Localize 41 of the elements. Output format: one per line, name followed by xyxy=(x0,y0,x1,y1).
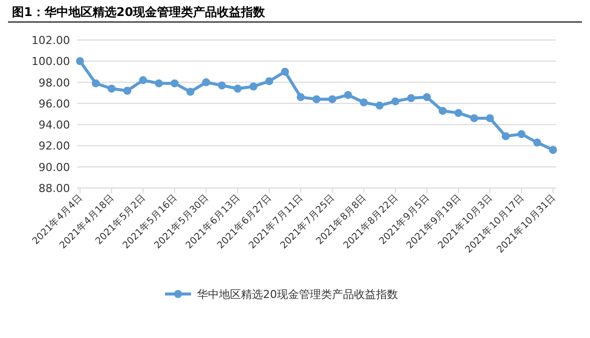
point xyxy=(202,78,210,86)
y-tick-label: 90.00 xyxy=(38,160,70,174)
point xyxy=(139,76,148,84)
point xyxy=(438,106,447,115)
point xyxy=(218,81,226,90)
point xyxy=(454,108,462,117)
point xyxy=(186,88,194,96)
point xyxy=(422,93,431,102)
y-tick-label: 98.00 xyxy=(38,76,70,90)
point xyxy=(234,84,242,93)
point xyxy=(549,146,557,154)
point xyxy=(486,114,494,122)
point xyxy=(407,94,416,102)
point xyxy=(344,90,352,99)
point xyxy=(470,114,478,122)
y-tick-label: 96.00 xyxy=(38,97,70,110)
chart-title: 图1：华中地区精选20现金管理类产品收益指数 xyxy=(12,5,266,19)
y-tick-label: 92.00 xyxy=(38,140,70,153)
point xyxy=(170,79,179,88)
point xyxy=(76,57,84,66)
point xyxy=(376,102,384,110)
point xyxy=(154,79,163,88)
point xyxy=(328,95,336,104)
point xyxy=(517,130,526,138)
point xyxy=(108,84,116,93)
point xyxy=(533,138,542,147)
point xyxy=(296,93,305,102)
y-tick-label: 100.00 xyxy=(32,55,70,68)
legend-label: 华中地区精选20现金管理类产品收益指数 xyxy=(197,288,398,301)
point xyxy=(502,132,510,140)
y-tick-label: 102.00 xyxy=(32,34,70,47)
point xyxy=(92,79,100,88)
point xyxy=(265,77,274,86)
point xyxy=(249,82,258,91)
point xyxy=(123,86,132,95)
point xyxy=(312,95,320,104)
point xyxy=(360,98,368,106)
point xyxy=(391,97,400,106)
y-tick-label: 94.00 xyxy=(38,118,70,132)
point xyxy=(280,68,289,76)
y-tick-label: 88.00 xyxy=(38,182,70,195)
